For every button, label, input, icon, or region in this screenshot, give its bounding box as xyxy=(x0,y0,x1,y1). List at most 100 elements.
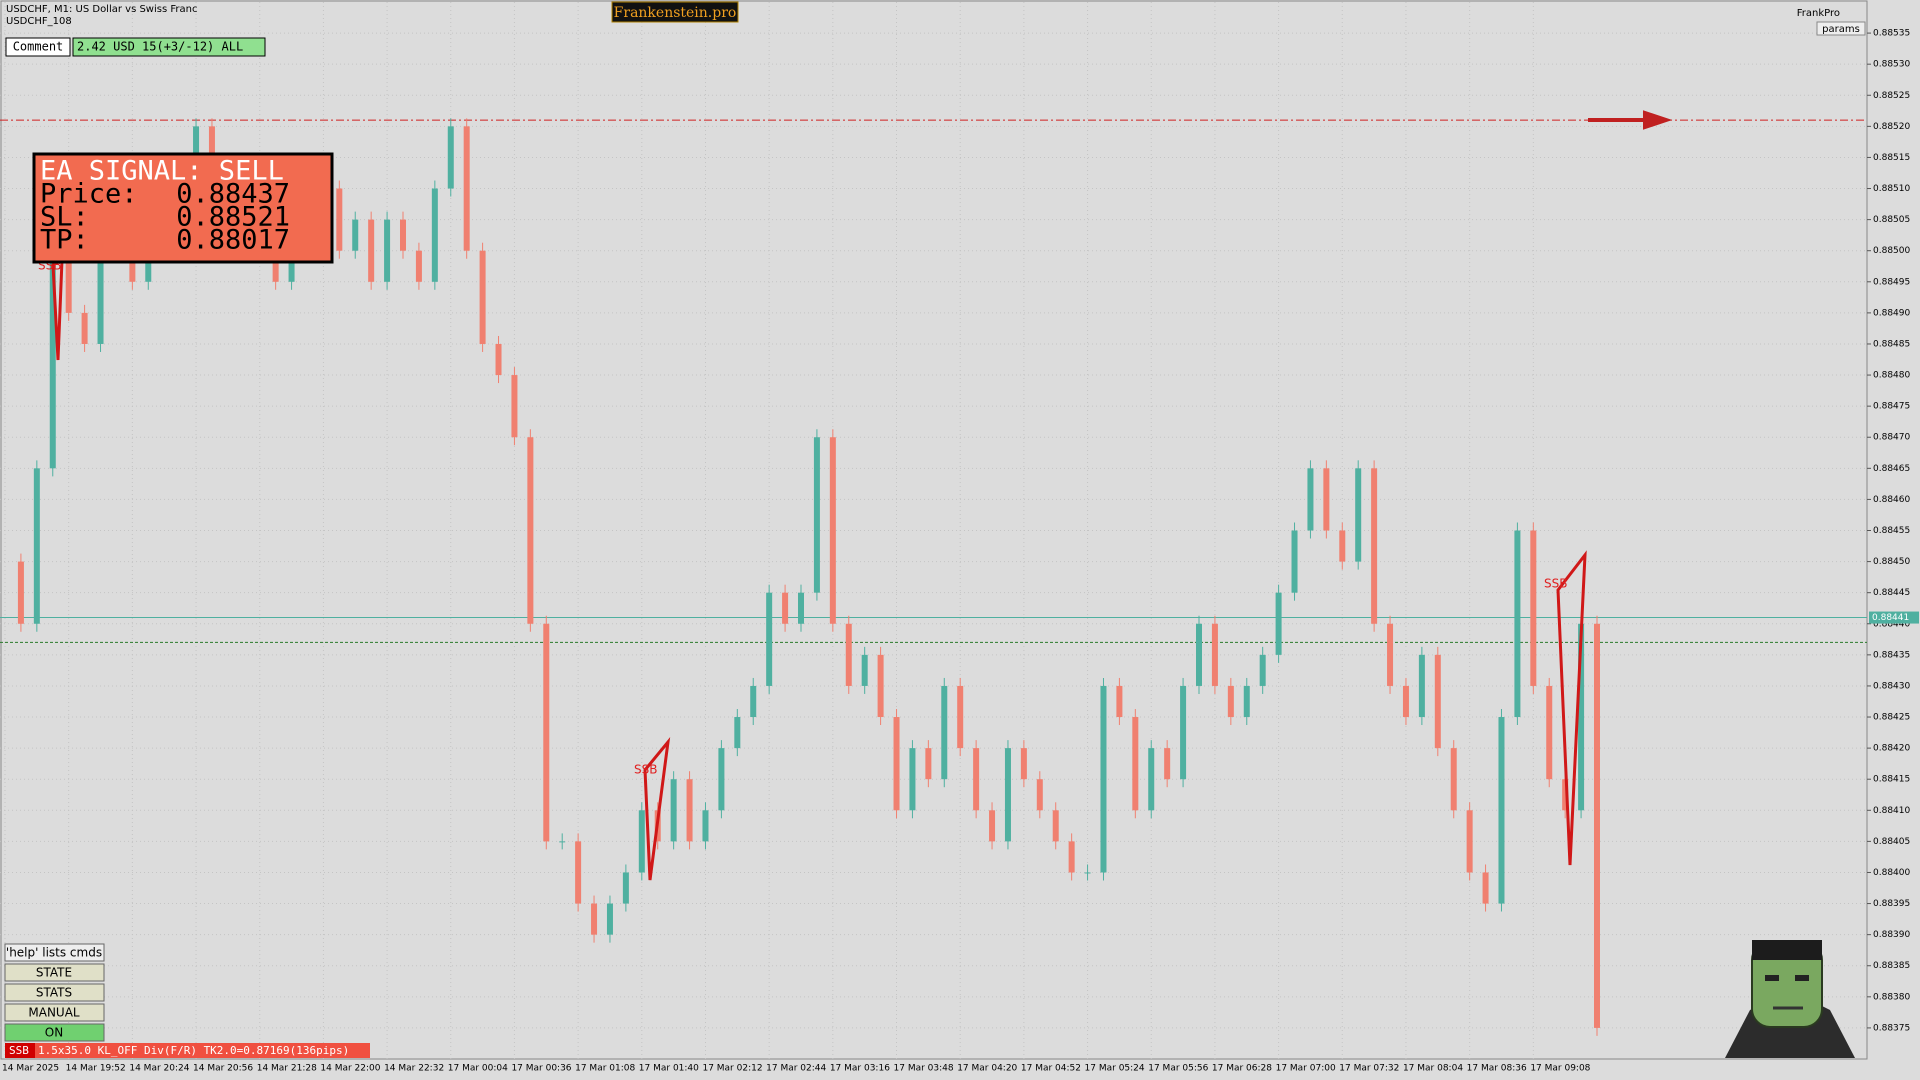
button-label[interactable]: 'help' lists cmds xyxy=(6,946,102,960)
y-tick-label: 0.88505 xyxy=(1873,215,1910,225)
y-tick-label: 0.88465 xyxy=(1873,464,1910,474)
bid-label-box xyxy=(1869,611,1919,624)
candle xyxy=(400,219,406,251)
x-tick-label: 17 Mar 00:04 xyxy=(448,1064,508,1074)
comment-text: 2.42 USD 15(+3/-12) ALL xyxy=(77,40,243,54)
y-tick-label: 0.88500 xyxy=(1873,246,1910,256)
signal-value: 0.88437 xyxy=(176,179,290,210)
y-tick-label: 0.88495 xyxy=(1873,277,1910,287)
candle xyxy=(622,872,629,904)
candle xyxy=(798,592,804,624)
candle xyxy=(1275,592,1282,655)
candle xyxy=(1116,685,1123,718)
account: USDCHF_108 xyxy=(6,16,72,27)
candle xyxy=(973,748,980,811)
candle xyxy=(1578,623,1585,811)
candle xyxy=(1196,623,1202,686)
y-tick-label: 0.88375 xyxy=(1873,1023,1910,1033)
y-tick-label: 0.88520 xyxy=(1873,122,1910,132)
candle xyxy=(431,188,438,282)
x-tick-label: 14 Mar 20:56 xyxy=(193,1064,253,1074)
candle xyxy=(1259,654,1266,686)
y-tick-label: 0.88440 xyxy=(1873,619,1910,629)
button[interactable] xyxy=(4,943,105,962)
candle xyxy=(1371,468,1378,624)
candle xyxy=(336,188,343,251)
candle xyxy=(463,126,470,251)
signal-box xyxy=(32,152,334,264)
button[interactable] xyxy=(4,1023,105,1042)
candle xyxy=(591,903,598,935)
y-tick-label: 0.88485 xyxy=(1873,339,1910,349)
candle xyxy=(1498,717,1505,904)
x-tick-label: 17 Mar 03:16 xyxy=(830,1064,890,1074)
x-tick-label: 14 Mar 20:24 xyxy=(129,1064,189,1074)
comment-label-box xyxy=(5,37,71,57)
y-tick-label: 0.88405 xyxy=(1873,837,1910,847)
y-tick-label: 0.88380 xyxy=(1873,992,1910,1002)
candle xyxy=(1355,468,1362,562)
y-tick-label: 0.88515 xyxy=(1873,153,1910,163)
button[interactable] xyxy=(4,963,105,982)
candle xyxy=(1100,685,1107,873)
candle xyxy=(97,250,104,344)
candle xyxy=(861,654,868,686)
candle xyxy=(1307,468,1314,531)
y-tick-label: 0.88390 xyxy=(1873,930,1910,940)
signal-label: SL: xyxy=(40,202,89,233)
candle xyxy=(957,685,964,749)
button[interactable] xyxy=(4,983,105,1002)
x-tick-label: 17 Mar 02:12 xyxy=(702,1064,762,1074)
candle xyxy=(845,623,852,686)
candle xyxy=(829,437,836,624)
button[interactable] xyxy=(4,1003,105,1022)
candle xyxy=(1514,530,1521,718)
params[interactable]: params xyxy=(1822,24,1860,35)
y-tick-label: 0.88410 xyxy=(1873,806,1910,816)
y-tick-label: 0.88530 xyxy=(1873,60,1910,70)
status-tag-box xyxy=(5,1043,35,1058)
candle xyxy=(1418,654,1425,718)
x-tick-label: 14 Mar 19:52 xyxy=(66,1064,126,1074)
candle xyxy=(1020,748,1027,780)
x-tick-label: 17 Mar 03:48 xyxy=(894,1064,954,1074)
trade-tag: SSB xyxy=(634,763,657,777)
x-tick-label: 17 Mar 05:24 xyxy=(1085,1064,1145,1074)
candle xyxy=(543,623,550,842)
candle xyxy=(384,219,391,282)
y-tick-label: 0.88425 xyxy=(1873,713,1910,723)
signal-value: 0.88017 xyxy=(176,225,290,256)
signal-value: 0.88521 xyxy=(176,202,290,233)
candle xyxy=(272,250,279,282)
candle xyxy=(495,343,502,376)
y-tick-label: 0.88490 xyxy=(1873,308,1910,318)
candle xyxy=(1052,810,1059,842)
candle xyxy=(1594,623,1600,1028)
button-label[interactable]: MANUAL xyxy=(28,1006,80,1020)
candle xyxy=(686,779,693,842)
candle xyxy=(49,250,56,469)
candle xyxy=(559,841,566,843)
candle xyxy=(606,903,613,935)
y-tick-label: 0.88385 xyxy=(1873,961,1910,971)
candle xyxy=(813,437,820,593)
button-label[interactable]: STATS xyxy=(36,986,72,1000)
signal-label: Price: xyxy=(40,179,138,210)
x-tick-label: 17 Mar 06:28 xyxy=(1212,1064,1272,1074)
status-bar xyxy=(5,1043,370,1058)
candle xyxy=(1466,810,1473,873)
candle xyxy=(702,810,709,842)
candle xyxy=(1132,717,1139,811)
params-button[interactable] xyxy=(1816,21,1866,36)
candle xyxy=(766,592,773,686)
candle xyxy=(1546,685,1553,780)
candle xyxy=(352,219,359,251)
button-label[interactable]: STATE xyxy=(36,966,72,980)
candle xyxy=(1227,685,1234,718)
candle xyxy=(718,748,725,811)
candle xyxy=(1562,779,1569,811)
brand-box xyxy=(611,1,739,23)
button-label[interactable]: ON xyxy=(45,1026,63,1040)
x-tick-label: 17 Mar 01:08 xyxy=(575,1064,635,1074)
